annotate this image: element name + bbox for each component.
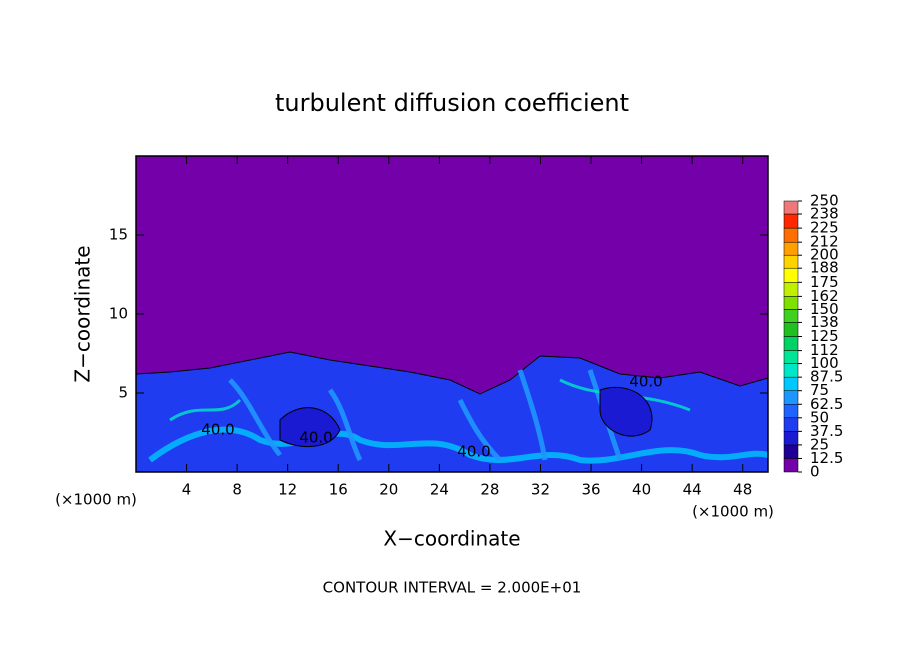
colorbar-label: 138 bbox=[810, 313, 839, 331]
colorbar-box bbox=[783, 458, 799, 473]
colorbar-box bbox=[783, 309, 799, 323]
colorbar-box bbox=[783, 444, 799, 459]
x-tick-label: 28 bbox=[480, 481, 499, 499]
colorbar-label: 238 bbox=[810, 205, 839, 223]
colorbar-box bbox=[783, 350, 799, 364]
colorbar-label: 25 bbox=[810, 435, 829, 453]
x-tick-label: 24 bbox=[430, 481, 449, 499]
colorbar-box bbox=[783, 227, 799, 243]
contour-label: 40.0 bbox=[457, 443, 490, 461]
colorbar-label: 250 bbox=[810, 192, 839, 210]
colorbar-label: 0 bbox=[810, 463, 820, 481]
colorbar-box bbox=[783, 282, 799, 297]
colorbar-box bbox=[783, 376, 799, 391]
colorbar-box bbox=[783, 363, 799, 378]
x-tick-label: 48 bbox=[733, 481, 752, 499]
colorbar-label: 100 bbox=[810, 354, 839, 372]
colorbar-label: 175 bbox=[810, 273, 839, 291]
chart-title: turbulent diffusion coefficient bbox=[275, 89, 629, 117]
colorbar-label: 50 bbox=[810, 408, 829, 426]
colorbar-box bbox=[783, 213, 799, 229]
colorbar-box bbox=[783, 254, 799, 269]
contour-label: 40.0 bbox=[201, 421, 234, 439]
x-unit-label: (×1000 m) bbox=[55, 491, 137, 509]
colorbar-label: 212 bbox=[810, 233, 839, 251]
colorbar-box bbox=[783, 241, 799, 256]
colorbar-label: 37.5 bbox=[810, 422, 843, 440]
colorbar-box bbox=[783, 296, 799, 310]
x-tick-label: 32 bbox=[531, 481, 550, 499]
field bbox=[135, 156, 769, 473]
y-tick-label: 5 bbox=[118, 384, 128, 402]
contour-label: 40.0 bbox=[299, 429, 332, 447]
colorbar-label: 12.5 bbox=[810, 449, 843, 467]
colorbar-label: 62.5 bbox=[810, 395, 843, 413]
x-axis-label: X−coordinate bbox=[383, 527, 520, 551]
footer: CONTOUR INTERVAL = 2.000E+01 bbox=[323, 579, 582, 597]
x-tick-label: 4 bbox=[182, 481, 192, 499]
colorbar-box bbox=[783, 336, 799, 351]
y-tick-label: 15 bbox=[109, 226, 128, 244]
colorbar-box bbox=[783, 417, 799, 432]
colorbar-label: 188 bbox=[810, 259, 839, 277]
colorbar-box bbox=[783, 431, 799, 446]
colorbar-box bbox=[783, 267, 799, 283]
x-tick-label: 44 bbox=[683, 481, 702, 499]
colorbar-label: 200 bbox=[810, 246, 839, 264]
x-unit-label: (×1000 m) bbox=[692, 503, 774, 521]
colorbar-box bbox=[783, 390, 799, 405]
x-tick-label: 20 bbox=[379, 481, 398, 499]
colorbar-box bbox=[783, 200, 799, 215]
x-tick-label: 36 bbox=[581, 481, 600, 499]
colorbar-label: 75 bbox=[810, 381, 829, 399]
colorbar-label: 87.5 bbox=[810, 368, 843, 386]
contour-label: 40.0 bbox=[629, 373, 662, 391]
colorbar-label: 125 bbox=[810, 327, 839, 345]
x-tick-label: 16 bbox=[329, 481, 348, 499]
colorbar-label: 225 bbox=[810, 219, 839, 237]
colorbar-label: 162 bbox=[810, 287, 839, 305]
x-tick-label: 12 bbox=[278, 481, 297, 499]
colorbar-box bbox=[783, 404, 799, 419]
y-axis-label: Z−coordinate bbox=[71, 245, 95, 382]
colorbar-label: 150 bbox=[810, 300, 839, 318]
x-tick-label: 8 bbox=[232, 481, 242, 499]
x-tick-label: 40 bbox=[632, 481, 651, 499]
y-tick-label: 10 bbox=[109, 305, 128, 323]
colorbar-box bbox=[783, 322, 799, 337]
colorbar-label: 112 bbox=[810, 341, 839, 359]
